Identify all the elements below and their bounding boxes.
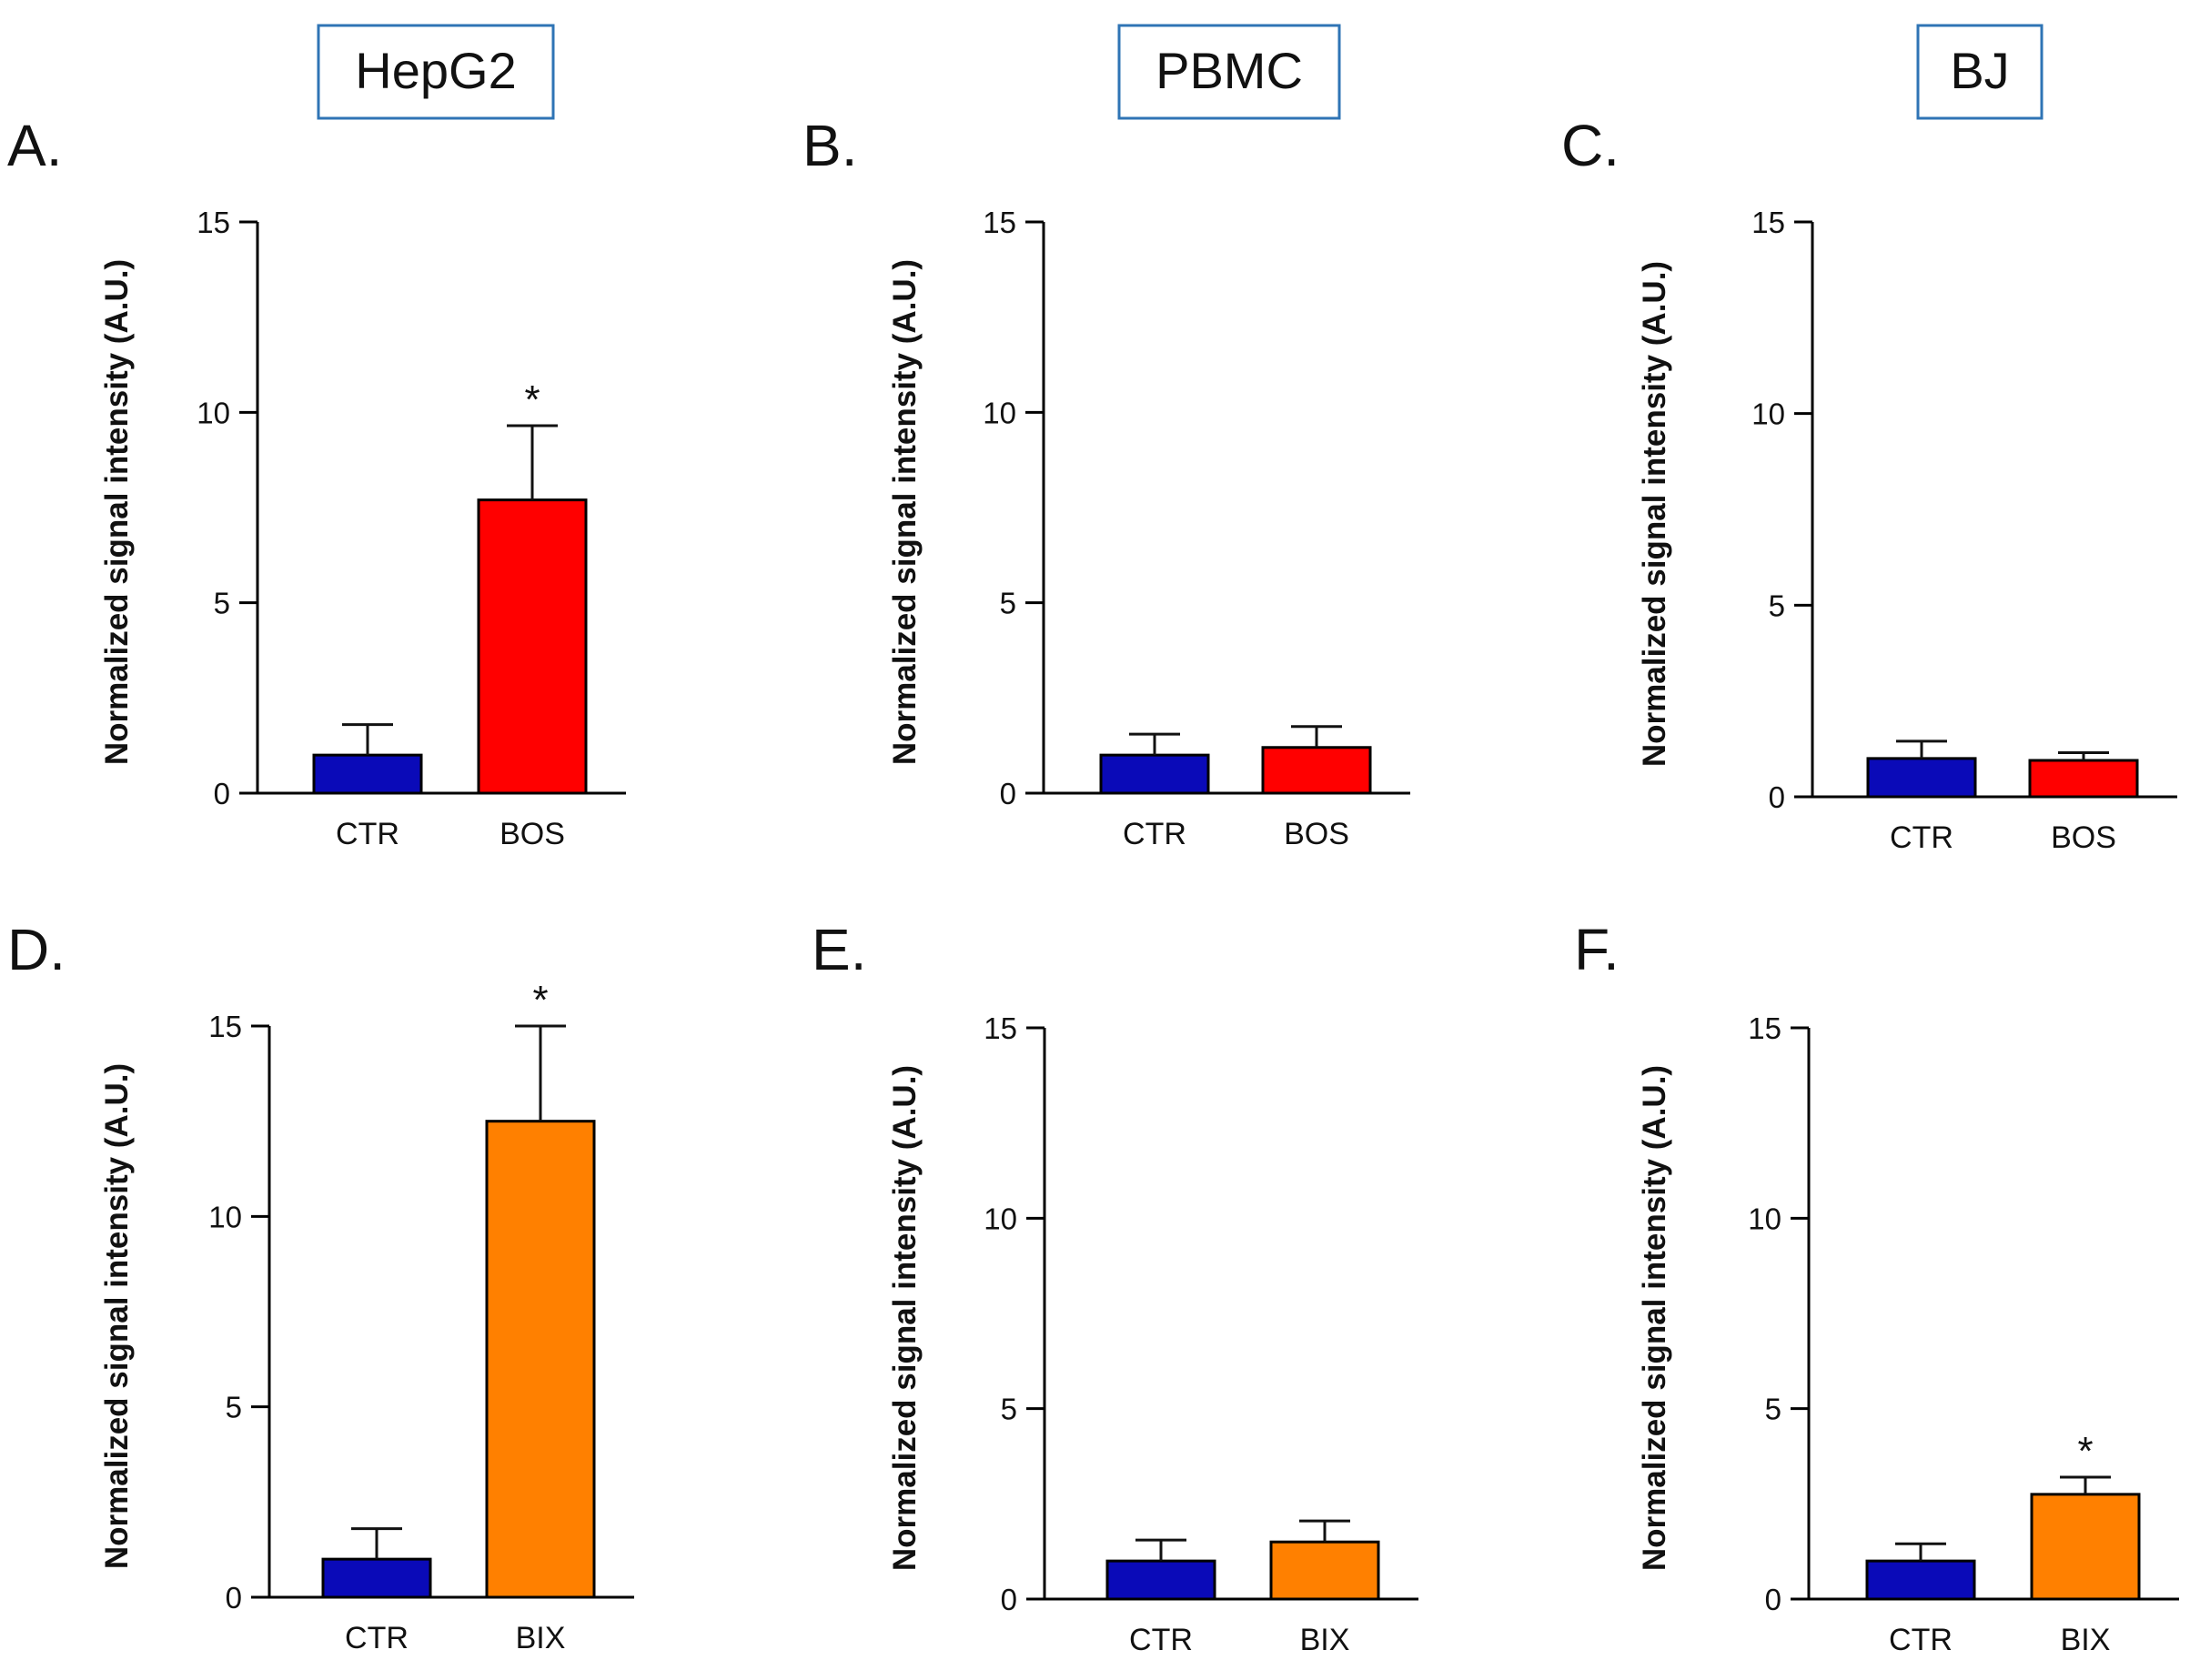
chart-d: 0 5 10 15 Normalized signal intensity (A.U.)… [99, 978, 634, 1655]
y-tick-label: 5 [214, 587, 230, 620]
y-tick-label: 0 [226, 1581, 242, 1615]
y-tick-label: 15 [984, 1011, 1017, 1045]
y-tick-label: 15 [208, 1010, 242, 1043]
column-title-bj: BJ [1916, 24, 2044, 120]
panel-label-e: E. [812, 917, 866, 982]
y-tick-label: 0 [1765, 1583, 1781, 1616]
y-tick-label: 5 [226, 1391, 242, 1424]
bar-bix [1269, 1540, 1380, 1601]
bar-ctr [1099, 753, 1210, 795]
column-title-pbmc: PBMC [1117, 24, 1341, 120]
y-tick-label: 10 [1751, 397, 1785, 431]
bar-ctr [1866, 757, 1977, 799]
y-tick-label: 0 [1000, 777, 1016, 810]
column-title-pbmc-text: PBMC [1156, 42, 1303, 99]
y-axis-label: Normalized signal intensity (A.U.) [99, 259, 135, 765]
x-tick-label-bos: BOS [2051, 820, 2116, 855]
panel-label-d: D. [7, 917, 66, 982]
y-tick-label: 10 [984, 1202, 1017, 1235]
y-tick-label: 5 [1001, 1393, 1017, 1426]
panel-label-a: A. [7, 113, 62, 178]
x-tick-label-bix: BIX [2061, 1623, 2111, 1657]
panel-f: F. 0 5 10 15 Normalized signal intensity (A.… [1574, 917, 2179, 1657]
y-axis-label: Normalized signal intensity (A.U.) [1637, 261, 1672, 767]
x-tick-label-bos: BOS [500, 817, 565, 851]
y-tick-label: 15 [1748, 1011, 1781, 1045]
y-tick-label: 10 [208, 1200, 242, 1233]
y-axis-label: Normalized signal intensity (A.U.) [887, 1065, 923, 1571]
panel-d: D. 0 5 10 15 Normalized signal intensity (A.… [7, 917, 634, 1655]
bar-ctr [321, 1557, 432, 1599]
y-tick-label: 10 [983, 396, 1016, 429]
x-tick-label-ctr: CTR [345, 1621, 409, 1655]
x-tick-label-ctr: CTR [1129, 1623, 1193, 1657]
panel-c: C. 0 5 10 15 Normalized signal intensity (A.… [1561, 113, 2177, 855]
y-tick-label: 15 [983, 206, 1016, 239]
y-axis-label: Normalized signal intensity (A.U.) [887, 259, 923, 765]
y-tick-label: 15 [197, 206, 230, 239]
bar-ctr [1865, 1559, 1976, 1601]
bar-bos [2028, 759, 2139, 799]
bar-bos [1261, 746, 1372, 795]
significance-marker: * [524, 377, 540, 422]
column-title-bj-text: BJ [1950, 42, 2009, 99]
panel-e: E. 0 5 10 15 Normalized signal intensity (A.… [812, 917, 1418, 1657]
bar-ctr [1105, 1559, 1216, 1601]
y-tick-label: 15 [1751, 206, 1785, 239]
bar-ctr [312, 753, 423, 795]
y-tick-label: 5 [1000, 587, 1016, 620]
bar-bos [477, 498, 588, 795]
panel-label-c: C. [1561, 113, 1620, 178]
y-tick-label: 5 [1769, 589, 1785, 622]
x-tick-label-ctr: CTR [1889, 1623, 1953, 1657]
x-tick-label-bix: BIX [1300, 1623, 1350, 1657]
y-tick-label: 5 [1765, 1393, 1781, 1426]
y-axis-label: Normalized signal intensity (A.U.) [99, 1063, 135, 1569]
chart-f: 0 5 10 15 Normalized signal intensity (A.U.)… [1637, 1011, 2179, 1657]
column-title-hepg2: HepG2 [317, 24, 555, 120]
panel-a: A. 0 5 10 15 Normalized signal intensity (A.… [7, 113, 626, 851]
bar-bix [2030, 1493, 2141, 1601]
chart-e: 0 5 10 15 Normalized signal intensity (A.U.)… [887, 1011, 1418, 1657]
x-tick-label-ctr: CTR [336, 817, 399, 851]
y-tick-label: 10 [197, 396, 230, 429]
x-tick-label-bix: BIX [516, 1621, 566, 1655]
y-tick-label: 0 [214, 777, 230, 810]
y-tick-label: 0 [1001, 1583, 1017, 1616]
y-tick-label: 0 [1769, 780, 1785, 814]
x-tick-label-ctr: CTR [1890, 820, 1953, 855]
bar-bix [485, 1120, 596, 1599]
chart-b: 0 5 10 15 Normalized signal intensity (A.U.)… [887, 206, 1410, 851]
y-axis-label: Normalized signal intensity (A.U.) [1637, 1065, 1672, 1571]
significance-marker: * [532, 978, 548, 1022]
panel-label-f: F. [1574, 917, 1620, 982]
x-tick-label-bos: BOS [1284, 817, 1349, 851]
significance-marker: * [2077, 1429, 2093, 1474]
column-title-hepg2-text: HepG2 [355, 42, 516, 99]
panel-b: B. 0 5 10 15 Normalized signal intensity (A.… [802, 113, 1410, 851]
y-tick-label: 10 [1748, 1202, 1781, 1235]
chart-c: 0 5 10 15 Normalized signal intensity (A.U.)… [1637, 206, 2177, 855]
x-tick-label-ctr: CTR [1123, 817, 1186, 851]
chart-a: 0 5 10 15 Normalized signal intensity (A.U.)… [99, 206, 626, 851]
panel-label-b: B. [802, 113, 857, 178]
